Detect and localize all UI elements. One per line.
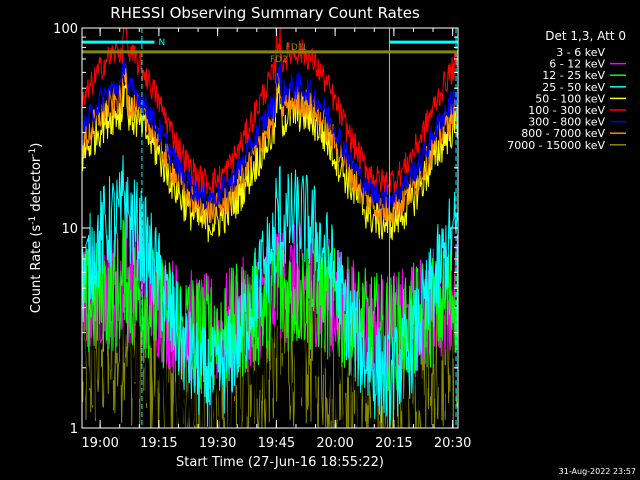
x-tick-label-4: 20:00 <box>316 436 353 451</box>
y-axis: 1 10 100 <box>53 22 458 437</box>
legend-label-5: 100 - 300 keV <box>528 104 605 117</box>
legend-label-6: 300 - 800 keV <box>528 116 605 129</box>
x-tick-label-0: 19:00 <box>81 436 118 451</box>
legend-label-0: 3 - 6 keV <box>556 46 605 59</box>
x-tick-label-5: 20:15 <box>375 436 412 451</box>
y-axis-label: Count Rate (s-1 detector-1) <box>28 143 44 314</box>
series-layer <box>81 27 459 430</box>
x-tick-label-3: 19:45 <box>258 436 295 451</box>
y-tick-label-2: 100 <box>53 22 78 37</box>
flag-label-1: FD2 <box>270 55 288 65</box>
flag-label-2: 1 <box>301 43 307 53</box>
series-line-5 <box>81 27 459 195</box>
legend-label-4: 50 - 100 keV <box>535 92 605 105</box>
legend-header: Det 1,3, Att 0 <box>545 29 626 43</box>
legend-label-3: 25 - 50 keV <box>542 81 605 94</box>
y-axis-label-sup1: -1 <box>28 216 38 225</box>
y-tick-label-0: 1 <box>70 422 78 437</box>
legend-label-8: 7000 - 15000 keV <box>507 139 605 152</box>
x-tick-label-6: 20:30 <box>434 436 471 451</box>
legend-label-2: 12 - 25 keV <box>542 69 605 82</box>
chart-title: RHESSI Observing Summary Count Rates <box>110 4 420 22</box>
flag-label-0: FD1 <box>286 43 304 53</box>
y-axis-label-mid: detector <box>29 156 44 216</box>
y-axis-label-sup2: -1 <box>28 148 38 157</box>
legend-label-7: 800 - 7000 keV <box>521 127 605 140</box>
x-tick-label-1: 19:15 <box>140 436 177 451</box>
legend-label-1: 6 - 12 keV <box>549 58 605 71</box>
y-axis-label-end: ) <box>29 143 44 148</box>
night-bar-label-0: N <box>158 38 165 48</box>
series-line-2 <box>81 207 459 392</box>
x-axis: 19:00 19:15 19:30 19:45 20:00 20:15 20:30 <box>81 28 471 451</box>
series-line-3 <box>81 155 459 427</box>
series-line-4 <box>81 72 459 243</box>
series-line-6 <box>81 48 459 210</box>
x-axis-label: Start Time (27-Jun-16 18:55:22) <box>176 455 384 470</box>
timestamp: 31-Aug-2022 23:57 <box>559 467 636 476</box>
y-tick-label-1: 10 <box>61 222 78 237</box>
series-line-0 <box>81 252 459 430</box>
series-line-8 <box>81 249 459 430</box>
x-tick-label-2: 19:30 <box>199 436 236 451</box>
y-axis-label-main: Count Rate (s <box>29 225 44 314</box>
